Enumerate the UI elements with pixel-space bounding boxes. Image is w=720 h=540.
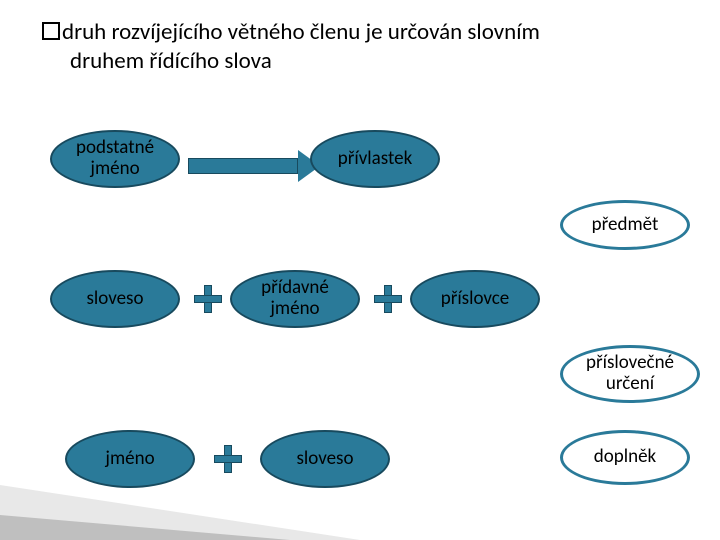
node-label: příslovečnéurčení [580, 353, 680, 395]
slide: { "text": { "bullet_line1_a": "druh", "b… [0, 0, 720, 540]
node-sloveso-1: sloveso [50, 270, 180, 328]
node-label: předmět [586, 215, 665, 236]
node-privlastek: přívlastek [310, 130, 440, 188]
bullet-line2: druhem řídícího slova [70, 47, 272, 75]
node-label: přídavnéjméno [255, 278, 335, 320]
node-label: sloveso [80, 289, 149, 310]
node-prislovce: příslovce [410, 270, 540, 328]
plus-icon [214, 445, 242, 473]
node-label: přívlastek [332, 149, 418, 170]
node-label: příslovce [435, 289, 516, 310]
node-podstatne-jmeno: podstatnéjméno [50, 130, 180, 188]
node-predmet: předmět [560, 200, 690, 250]
node-pridavne-jmeno: přídavnéjméno [230, 270, 360, 328]
body-text: druh rozvíjejícího větného členu je určo… [42, 18, 682, 76]
node-label: podstatnéjméno [70, 138, 160, 180]
decorative-wedge [0, 470, 360, 540]
bullet-rest: rozvíjejícího větného členu je určován s… [106, 18, 540, 46]
plus-icon [374, 285, 402, 313]
node-label: doplněk [588, 447, 662, 468]
node-prislovecne-urceni: příslovečnéurčení [560, 345, 700, 403]
node-label: sloveso [290, 449, 359, 470]
node-doplnek: doplněk [560, 430, 690, 485]
checkbox-bullet-icon [42, 22, 60, 40]
plus-icon [194, 285, 222, 313]
arrow [188, 150, 320, 182]
node-label: jméno [99, 449, 160, 470]
bullet-word: druh [62, 18, 106, 46]
